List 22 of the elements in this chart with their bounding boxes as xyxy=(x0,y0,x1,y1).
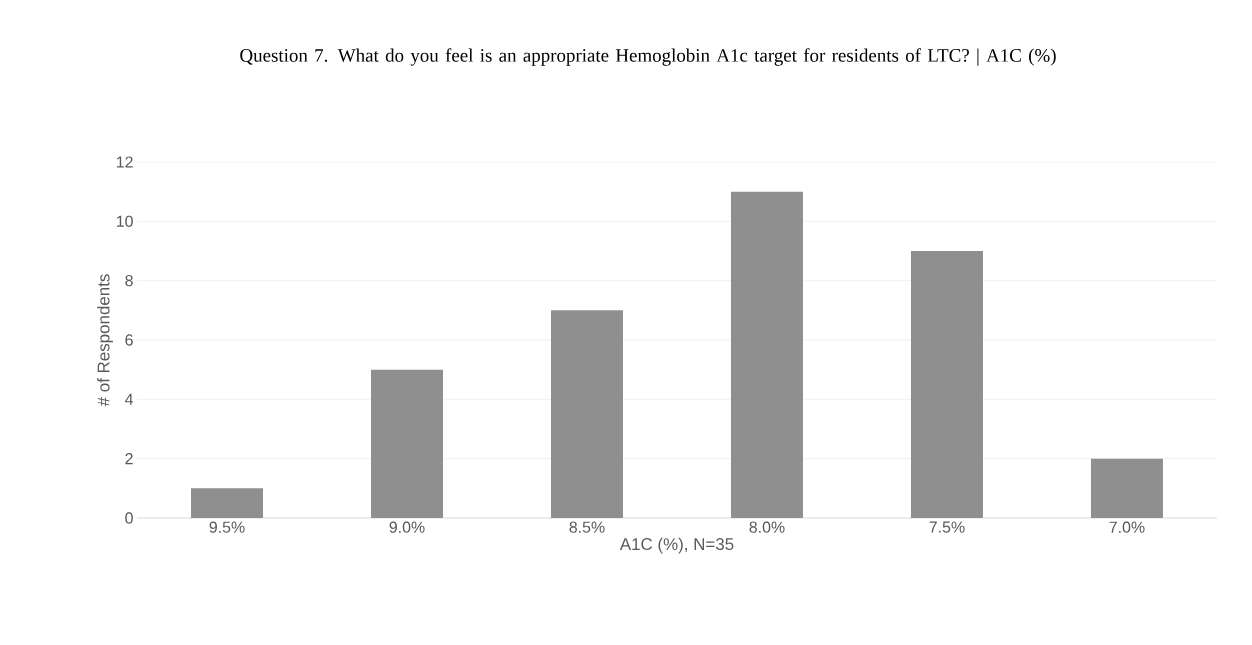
x-tick-label: 7.5% xyxy=(929,521,965,533)
x-tick-label: 9.5% xyxy=(209,521,245,533)
x-tick-label: 8.5% xyxy=(569,521,605,533)
x-axis-title: A1C (%), N=35 xyxy=(619,537,734,554)
y-tick-label: 4 xyxy=(124,393,134,405)
bar xyxy=(1090,458,1163,518)
bar xyxy=(910,250,983,518)
y-tick-label: 0 xyxy=(125,512,133,524)
y-tick-label: 10 xyxy=(116,215,133,227)
bar xyxy=(371,369,443,518)
x-tick-label: 7.0% xyxy=(1109,521,1145,533)
chart-title: Question 7. What do you feel is an appropriate Hemoglobin A1c target for residents of LTC? | A1C (%) xyxy=(240,48,1056,66)
y-tick-label: 8 xyxy=(125,275,133,287)
y-tick-label: 6 xyxy=(125,334,133,346)
x-tick-label: 9.0% xyxy=(389,521,425,533)
y-tick-label: 12 xyxy=(116,156,133,168)
bar xyxy=(191,488,263,518)
y-axis-title: # of Respondents xyxy=(97,274,113,407)
bar xyxy=(550,310,623,518)
y-tick-label: 2 xyxy=(125,453,133,465)
bar xyxy=(730,191,803,518)
x-tick-label: 8.0% xyxy=(749,521,785,533)
